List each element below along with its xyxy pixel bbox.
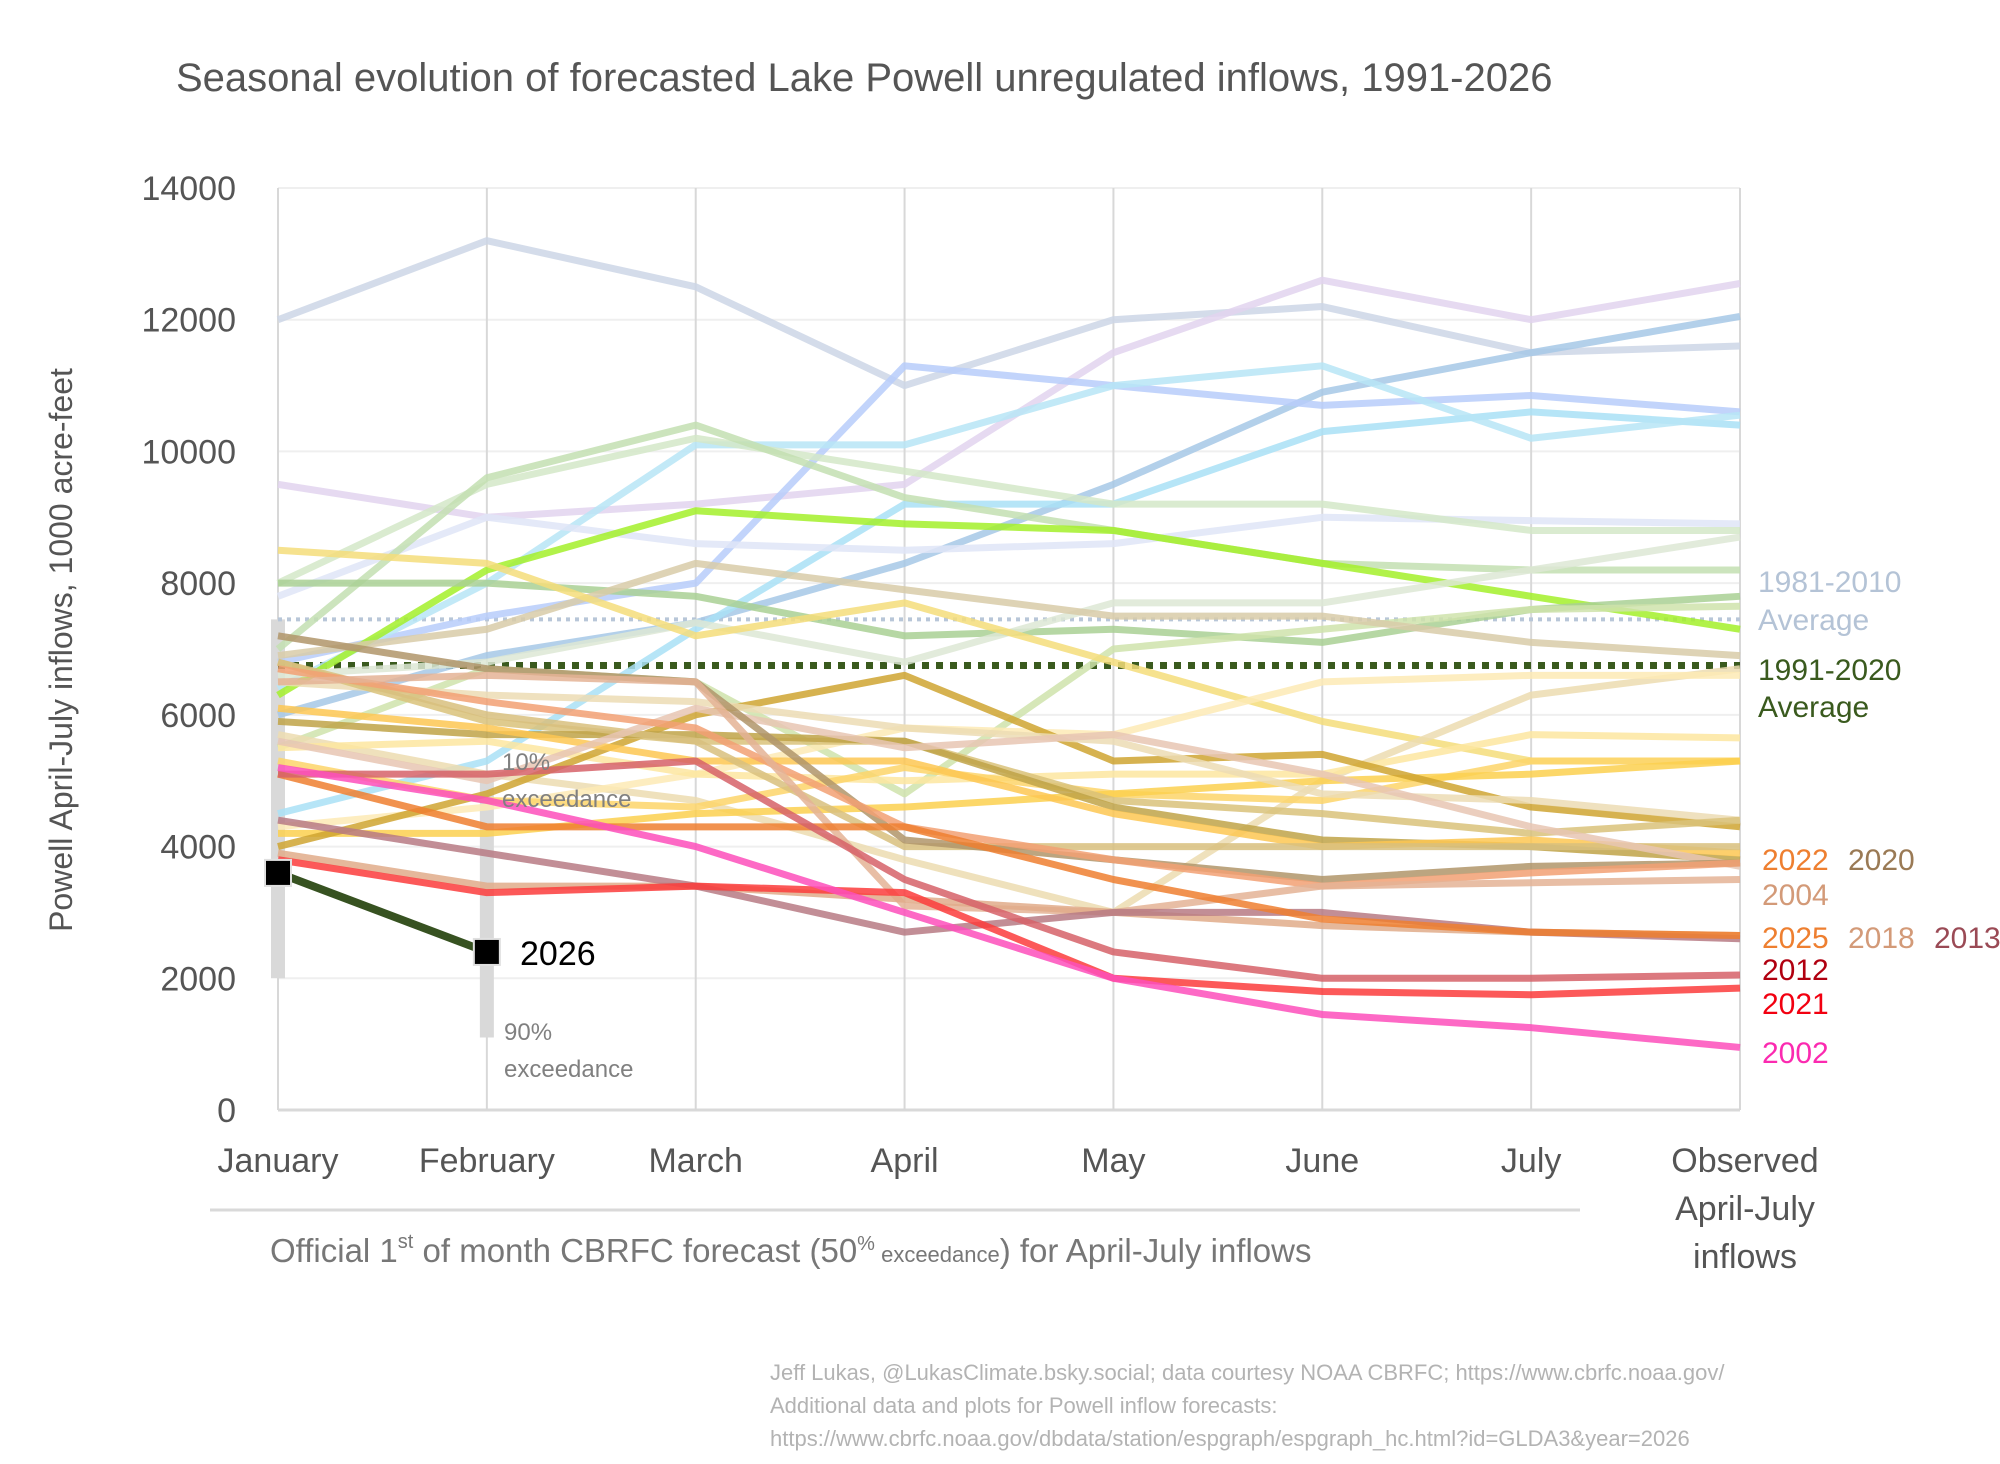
- x-tick-label: June: [1285, 1142, 1359, 1180]
- gridlines: [278, 187, 1740, 1112]
- x-axis-label-sup: st: [398, 1231, 414, 1253]
- label-2026: 2026: [520, 935, 596, 973]
- average-label: Average: [1758, 604, 1869, 637]
- marker-2026: [472, 937, 501, 966]
- series-line-2021: [277, 856, 1741, 999]
- highlight-2026: [264, 858, 501, 966]
- y-tick-label: 4000: [160, 829, 236, 867]
- y-axis-label: Powell April-July inflows, 1000 acre-fee…: [43, 368, 79, 932]
- series-line-2001: [277, 757, 1740, 811]
- series-line-2008: [277, 559, 1741, 660]
- series-line-1995: [277, 408, 1741, 818]
- marker-2026: [264, 858, 292, 887]
- x-tick-label: May: [1081, 1142, 1145, 1180]
- average-labels: 1981-2010 Average 1991-2020 Average: [1758, 566, 1901, 724]
- average-label: Average: [1758, 691, 1869, 724]
- series-line-2022: [277, 665, 1741, 890]
- series-line-2019: [276, 434, 1740, 587]
- p90-label-line2: exceedance: [504, 1056, 633, 1083]
- series-line-1999: [276, 513, 1741, 600]
- vertical-gridlines: [277, 188, 1741, 1110]
- x-axis-label-post: ) for April-July inflows: [1000, 1232, 1312, 1269]
- y-tick-label: 2000: [160, 960, 236, 998]
- year-label-2002: 2002: [1762, 1037, 1829, 1070]
- year-label-2013: 2013: [1934, 922, 2000, 955]
- x-tick-label-observed: inflows: [1693, 1238, 1797, 1276]
- x-tick-labels: January February March April May June July Obse…: [218, 1142, 1819, 1276]
- y-tick-label: 6000: [160, 697, 236, 735]
- x-axis-label: Official 1st of month CBRFC forecast (50…: [270, 1231, 1311, 1269]
- credit-line-1: Jeff Lukas, @LukasClimate.bsky.social; d…: [770, 1360, 1725, 1385]
- average-label: 1991-2020: [1758, 654, 1901, 687]
- series-line-2012: [278, 757, 1741, 982]
- exceedance-labels: 10% exceedance 90% exceedance: [502, 749, 633, 1083]
- x-tick-label-observed: April-July: [1675, 1190, 1815, 1228]
- series-line-2002: [277, 764, 1741, 1051]
- x-tick-label-observed: Observed: [1671, 1142, 1818, 1180]
- credit-line-3: https://www.cbrfc.noaa.gov/dbdata/statio…: [770, 1426, 1690, 1451]
- year-label-2020: 2020: [1848, 844, 1915, 877]
- year-label-2021: 2021: [1762, 988, 1829, 1021]
- year-label-2018: 2018: [1848, 922, 1915, 955]
- series-line-1992: [277, 678, 1741, 824]
- series-line-1983: [276, 237, 1741, 390]
- x-axis-label-pre: Official 1: [270, 1232, 398, 1269]
- y-tick-label: 14000: [141, 170, 236, 208]
- x-tick-label: April: [871, 1142, 939, 1180]
- year-label-2004: 2004: [1762, 879, 1829, 912]
- series-line-1994: [277, 704, 1741, 857]
- series-lines: [275, 237, 1741, 1051]
- year-label-2025: 2025: [1762, 922, 1829, 955]
- series-line-2025: [277, 770, 1741, 939]
- y-tick-label: 12000: [141, 302, 236, 340]
- x-tick-label: January: [218, 1142, 339, 1180]
- year-label-2012: 2012: [1762, 954, 1829, 987]
- y-tick-labels: 0 2000 4000 6000 8000 10000 12000 14000: [141, 170, 236, 1130]
- series-line-2026: [276, 869, 489, 956]
- series-line-1998: [276, 507, 1741, 699]
- y-tick-label: 8000: [160, 565, 236, 603]
- x-tick-label: February: [419, 1142, 555, 1180]
- chart-title: Seasonal evolution of forecasted Lake Po…: [176, 56, 1552, 100]
- average-label: 1981-2010: [1758, 566, 1901, 599]
- y-tick-label: 0: [217, 1092, 236, 1130]
- p90-label-line1: 90%: [504, 1019, 552, 1046]
- p10-label-line1: 10%: [502, 749, 550, 776]
- y-tick-label: 10000: [141, 433, 236, 471]
- x-tick-label: March: [648, 1142, 742, 1180]
- series-line-2005: [275, 421, 1740, 652]
- x-axis-label-mid: of month CBRFC forecast (50: [413, 1232, 857, 1269]
- credits: Jeff Lukas, @LukasClimate.bsky.social; d…: [770, 1360, 1725, 1451]
- series-line-1997: [277, 362, 1741, 666]
- credit-line-2: Additional data and plots for Powell inf…: [770, 1393, 1278, 1418]
- x-tick-label: July: [1501, 1142, 1561, 1180]
- x-axis-label-sup2: %: [857, 1233, 875, 1255]
- x-axis-label-small: exceedance: [875, 1242, 1000, 1267]
- p10-label-line2: exceedance: [502, 786, 631, 813]
- year-label-2022: 2022: [1762, 844, 1829, 877]
- series-line-1991: [277, 546, 1740, 765]
